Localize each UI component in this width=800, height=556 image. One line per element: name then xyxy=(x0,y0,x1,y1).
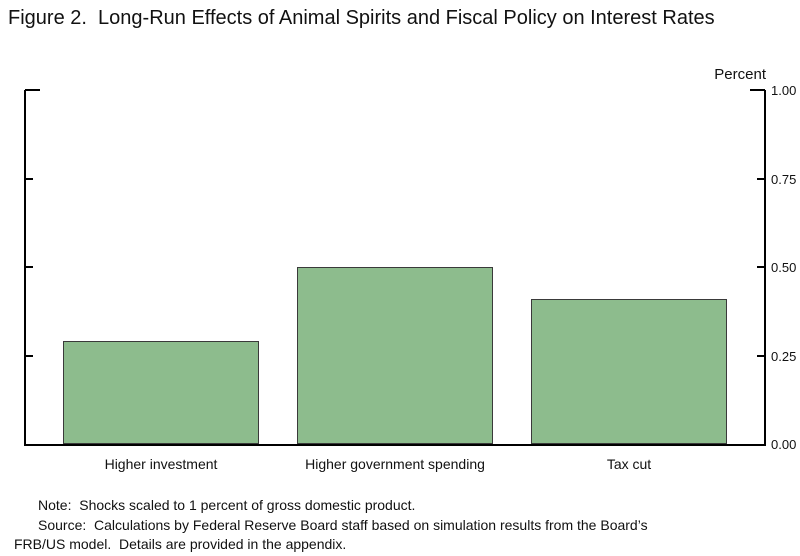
y-tick-label: 1.00 xyxy=(771,83,797,98)
axis-tick-mark xyxy=(25,354,33,357)
axis-tick-mark xyxy=(25,89,40,91)
axis-tick-mark xyxy=(757,266,765,268)
left-axis-line xyxy=(24,90,26,446)
axis-tick-mark xyxy=(750,89,765,91)
axis-tick-mark xyxy=(757,354,765,357)
source-text-line2: FRB/US model. Details are provided in th… xyxy=(14,536,347,552)
y-tick-label: 0.75 xyxy=(771,171,797,187)
figure-title: Figure 2. Long-Run Effects of Animal Spi… xyxy=(8,7,715,29)
y-tick-label: 0.25 xyxy=(771,348,797,364)
bar-2 xyxy=(531,298,727,444)
y-tick-label: 0.00 xyxy=(771,437,797,452)
note-text: Note: Shocks scaled to 1 percent of gros… xyxy=(38,497,416,513)
axis-tick-mark xyxy=(25,177,33,180)
source-text-line1: Source: Calculations by Federal Reserve … xyxy=(38,516,648,533)
bar-0 xyxy=(63,341,259,444)
y-axis-unit-label: Percent xyxy=(714,66,766,83)
right-axis-line xyxy=(764,90,766,446)
category-label: Tax cut xyxy=(606,456,652,472)
category-label: Higher investment xyxy=(104,456,218,472)
category-label: Higher government spending xyxy=(305,456,485,472)
axis-tick-mark xyxy=(757,177,765,180)
y-tick-label: 0.50 xyxy=(771,260,797,275)
bar-1 xyxy=(297,267,493,444)
x-axis-line xyxy=(24,444,766,446)
axis-tick-mark xyxy=(25,266,33,268)
notes-block: Note: Shocks scaled to 1 percent of gros… xyxy=(14,496,794,555)
